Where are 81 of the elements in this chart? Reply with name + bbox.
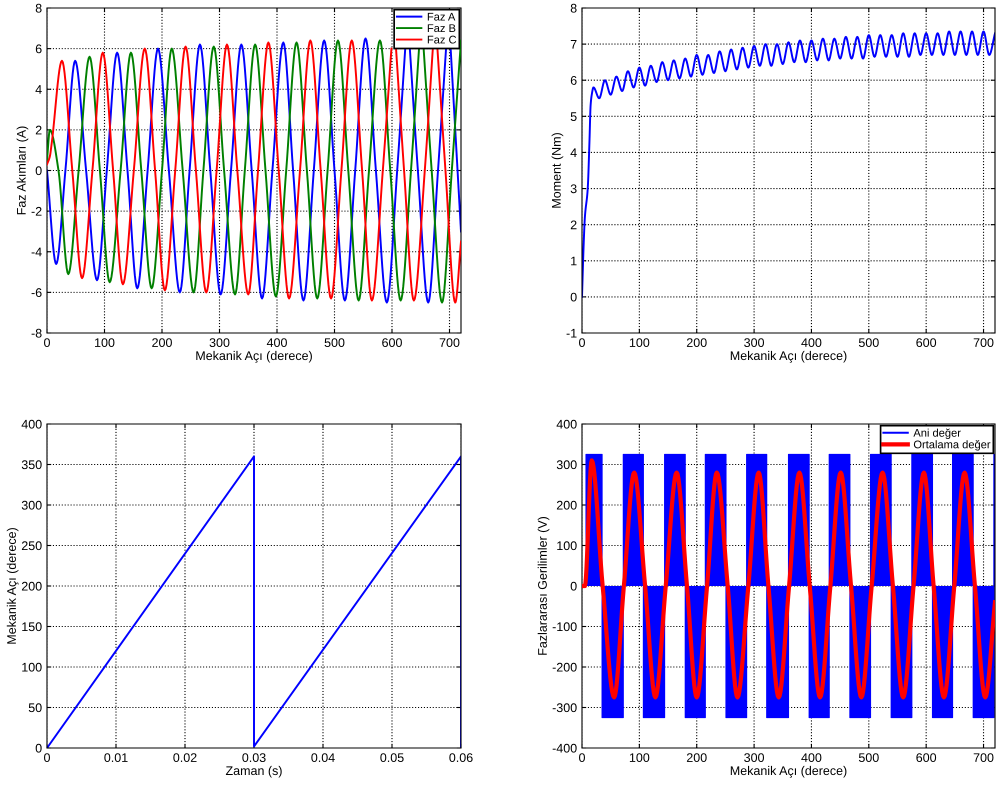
y-tick-label: 100 <box>22 662 42 672</box>
y-tick-label: 6 <box>36 44 42 54</box>
y-tick-label: 300 <box>22 500 42 510</box>
y-tick-label: 6 <box>570 76 577 85</box>
x-tick-label: 0.03 <box>242 753 266 762</box>
y-tick-label: 300 <box>556 460 577 470</box>
y-tick-label: 250 <box>22 541 42 550</box>
x-tick-label: 700 <box>974 753 994 762</box>
y-tick-label: 400 <box>22 420 42 429</box>
y-tick-label: -100 <box>552 622 577 632</box>
y-tick-label: 350 <box>22 460 42 470</box>
y-tick-label: 0 <box>36 744 42 753</box>
x-tick-label: 400 <box>801 753 822 762</box>
y-tick-label: -2 <box>32 206 42 216</box>
y-tick-label: 2 <box>36 126 42 134</box>
y-tick-label: 5 <box>570 112 577 121</box>
y-axis-title: Fazlararası Gerilimler (V) <box>538 516 550 655</box>
y-tick-label: -300 <box>552 703 577 712</box>
x-tick-label: 600 <box>916 753 936 762</box>
x-tick-label: 0.04 <box>311 753 335 762</box>
x-axis-title: Mekanik Açı (derece) <box>730 766 846 778</box>
y-axis-title: Mekanik Açı (derece) <box>6 528 19 644</box>
y-tick-label: -1 <box>566 328 577 338</box>
y-tick-label: 1 <box>571 256 577 266</box>
x-tick-label: 0.05 <box>380 753 404 762</box>
x-tick-label: 0.06 <box>449 753 473 762</box>
x-tick-label: 100 <box>630 753 650 762</box>
x-tick-label: 300 <box>744 753 764 762</box>
y-tick-label: 8 <box>36 4 42 13</box>
x-tick-label: 700 <box>440 338 460 348</box>
x-tick-label: 600 <box>916 338 936 348</box>
y-axis-title: Faz Akımları (A) <box>16 126 28 214</box>
y-tick-label: 4 <box>570 148 577 157</box>
y-tick-label: 0 <box>570 292 577 302</box>
x-tick-label: 500 <box>858 753 879 762</box>
x-tick-label: 300 <box>744 338 764 348</box>
x-tick-label: 200 <box>152 338 172 348</box>
x-tick-label: 700 <box>974 338 994 348</box>
y-tick-label: 4 <box>35 85 42 94</box>
y-tick-label: -4 <box>32 248 42 256</box>
legend-label: Ani değer <box>913 428 961 439</box>
y-tick-label: 3 <box>570 184 577 194</box>
x-tick-label: 0 <box>579 753 585 762</box>
x-tick-label: 0.02 <box>173 753 197 762</box>
y-tick-label: 100 <box>557 541 577 550</box>
y-tick-label: 50 <box>28 703 42 712</box>
y-tick-label: 0 <box>570 582 577 591</box>
y-tick-label: 0 <box>36 166 42 176</box>
y-tick-label: -8 <box>32 328 42 338</box>
x-tick-label: 0 <box>44 753 50 762</box>
y-tick-label: -6 <box>32 288 42 298</box>
y-tick-label: 150 <box>22 622 42 632</box>
y-axis-title: Moment (Nm) <box>552 133 564 208</box>
x-tick-label: 100 <box>630 338 650 348</box>
y-tick-label: 8 <box>570 4 577 13</box>
y-tick-label: 200 <box>22 582 42 591</box>
x-tick-label: 400 <box>801 338 822 348</box>
x-axis-title: Zaman (s) <box>226 766 282 778</box>
legend-label: Faz A <box>428 12 456 21</box>
x-tick-label: 300 <box>210 338 230 348</box>
legend-label: Faz C <box>428 36 456 44</box>
x-tick-label: 500 <box>324 338 344 348</box>
x-axis-title: Mekanik Açı (derece) <box>196 350 312 363</box>
y-tick-label: -400 <box>552 744 577 753</box>
x-tick-label: 0 <box>44 338 50 348</box>
x-tick-label: 600 <box>382 338 402 348</box>
x-tick-label: 0 <box>579 338 585 348</box>
x-tick-label: 400 <box>266 338 287 348</box>
x-tick-label: 200 <box>686 753 707 762</box>
x-tick-label: 200 <box>686 338 707 348</box>
y-tick-label: 200 <box>556 500 577 510</box>
y-tick-label: 400 <box>556 420 577 429</box>
x-tick-label: 0.01 <box>104 753 128 762</box>
y-tick-label: 7 <box>570 40 577 49</box>
y-tick-label: -200 <box>552 662 577 672</box>
legend-label: Ortalama değer <box>914 440 990 451</box>
y-tick-label: 2 <box>570 220 577 230</box>
x-axis-title: Mekanik Açı (derece) <box>730 350 846 363</box>
legend-label: Faz B <box>428 24 456 32</box>
x-tick-label: 500 <box>858 338 879 348</box>
x-tick-label: 100 <box>95 338 114 348</box>
